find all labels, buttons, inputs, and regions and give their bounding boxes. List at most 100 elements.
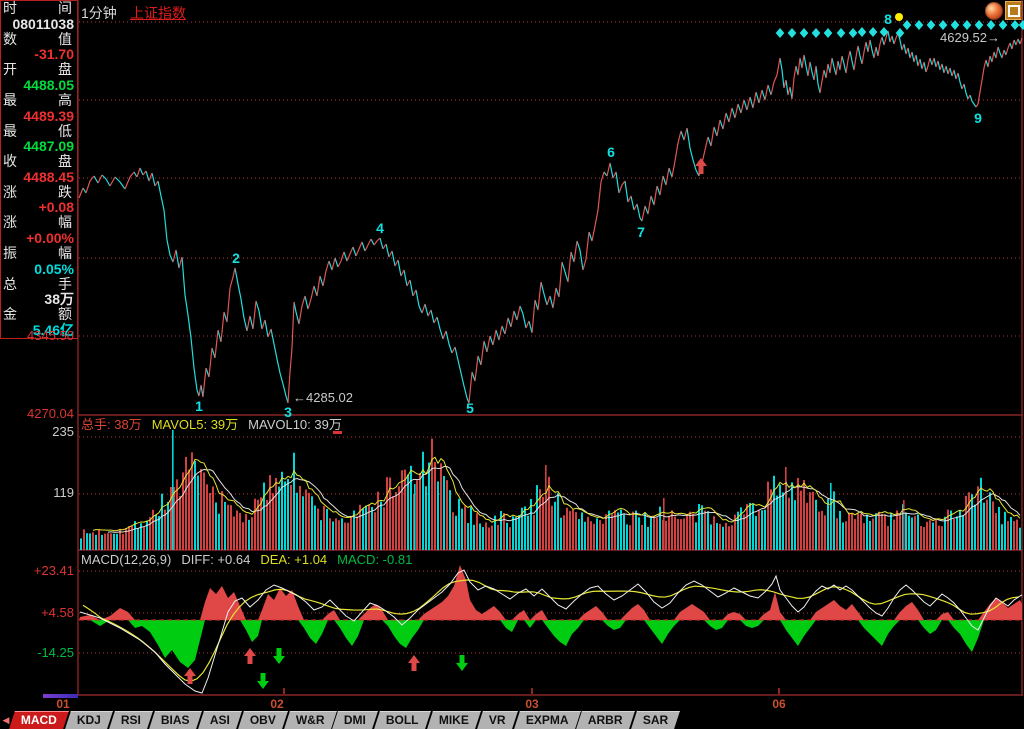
app-logo-ball-icon[interactable] [985,2,1003,20]
tab-obv[interactable]: OBV [237,711,288,729]
header-segment: MACD: -0.81 [337,552,413,567]
tab-expma[interactable]: EXPMA [513,711,581,729]
sidebar-row-label: 振幅 [3,245,72,262]
y-axis-label: 119 [53,485,74,500]
tab-label: RSI [120,713,141,727]
sidebar-row: 涨幅 +0.00% [1,215,77,246]
horizontal-scrollbar-thumb[interactable] [43,694,78,698]
tab-mike[interactable]: MIKE [427,711,482,729]
signal-diamonds [775,20,1024,38]
sidebar-row: 总手 38万 [1,275,77,308]
price-up-segments [78,30,1023,404]
signal-arrow-down [257,673,269,689]
sidebar-row-label: 涨幅 [3,214,72,231]
header-segment: MACD(12,26,9) [81,552,172,567]
sidebar-row-value: 4489.39 [23,107,74,124]
index-name-link[interactable]: 上证指数 [130,5,186,21]
tab-bias[interactable]: BIAS [149,711,202,729]
sidebar-row-label: 开盘 [3,61,72,78]
sidebar-row-label: 总手 [3,275,72,292]
sidebar-row-value: +0.00% [26,230,74,247]
period-label[interactable]: 1分钟 [81,5,117,21]
restore-square-glyph [1008,4,1020,17]
sidebar-row-value: 5.46亿 [32,322,74,339]
tab-label: W&R [295,713,325,727]
sidebar-row: 最高 4489.39 [1,92,77,124]
sidebar-row-value: 4488.45 [23,168,74,185]
tab-label: BOLL [386,713,419,727]
sidebar-row: 时间 08011038 [1,1,77,32]
sidebar-row-value: 0.05% [34,260,74,277]
restore-window-icon[interactable] [1005,1,1023,20]
tab-label: ASI [209,713,230,727]
wave-number-8: 8 [884,11,892,27]
sidebar-row: 金额 5.46亿 [1,307,77,338]
tab-kdj[interactable]: KDJ [65,711,113,729]
sidebar-row: 开盘 4488.05 [1,62,77,93]
signal-arrow-up [244,648,256,664]
sidebar-row-value: -31.70 [34,46,74,63]
tab-scroll-left-icon[interactable]: ◀ [2,715,10,725]
tab-label: SAR [642,713,669,727]
signal-arrow-up [408,655,420,671]
sidebar-row-value: 4487.09 [23,138,74,155]
signal-arrows [184,158,707,689]
tab-macd[interactable]: MACD [9,711,69,729]
header-segment: MAVOL5: 39万 [151,417,239,432]
wave-number-3: 3 [284,404,292,420]
tab-boll[interactable]: BOLL [374,711,432,729]
tab-label: VR [488,713,506,727]
pane-borders [77,0,1023,696]
price-down-segments [82,30,1021,404]
tab-dmi[interactable]: DMI [332,711,379,729]
volume-cursor-marker [333,431,342,434]
wave-number-4: 4 [376,220,384,236]
sidebar-row-label: 金额 [3,306,72,323]
y-axis-label: -14.25 [37,645,74,660]
quote-sidebar: 时间 08011038 数值 -31.70 开盘 4488.05 最高 4489.39 最低 44… [0,0,78,339]
tab-label: DMI [344,713,367,727]
x-axis-label-03: 03 [525,697,539,711]
tab-vr[interactable]: VR [477,711,518,729]
sidebar-row-label: 数值 [3,30,72,47]
tab-label: MACD [20,713,57,727]
tab-sar[interactable]: SAR [631,711,681,729]
tab-wr[interactable]: W&R [283,711,337,729]
tab-label: BIAS [160,713,190,727]
x-axis-label-06: 06 [772,697,786,711]
y-axis-label: 4345.50 [27,328,74,343]
signal-arrow-up [695,158,707,174]
macd-area [79,565,1023,694]
signal-arrow-up [184,668,196,684]
sidebar-row-value: 08011038 [12,15,74,32]
header-segment: DEA: +1.04 [260,552,328,567]
macd-pane-header: MACD(12,26,9) DIFF: +0.64 DEA: +1.04 MACD: … [81,553,422,567]
yellow-dot-marker [895,13,903,21]
mavol10-line [107,466,1021,533]
wave-number-7: 7 [637,224,645,240]
sidebar-row-value: +0.08 [38,199,74,216]
sidebar-row-value: 38万 [44,291,74,308]
header-segment: 总手: 38万 [81,417,142,432]
volume-pane-header: 总手: 38万 MAVOL5: 39万 MAVOL10: 39万 [81,418,352,432]
x-axis-label-01: 01 [56,697,70,711]
sidebar-row-label: 时间 [3,0,72,16]
mavol5-line [92,456,1021,532]
tab-arbr[interactable]: ARBR [576,711,636,729]
sidebar-row: 涨跌 +0.08 [1,184,77,216]
wave-number-2: 2 [232,250,240,266]
wave-number-1: 1 [195,398,203,414]
macd-hist-negative [79,620,1022,668]
tab-label: ARBR [588,713,623,727]
indicator-tab-bar: ◀ MACD KDJ RSI BIAS ASI OBV W&R DMI BOLL MIKE VR EX… [0,711,1024,729]
tab-rsi[interactable]: RSI [109,711,153,729]
tab-asi[interactable]: ASI [197,711,242,729]
sidebar-row-label: 最低 [3,122,72,139]
header-segment: MAVOL10: 39万 [248,417,342,432]
tab-label: EXPMA [525,713,569,727]
wave-number-6: 6 [607,144,615,160]
macd-hist-positive [79,565,1022,620]
price-line [78,30,1023,404]
